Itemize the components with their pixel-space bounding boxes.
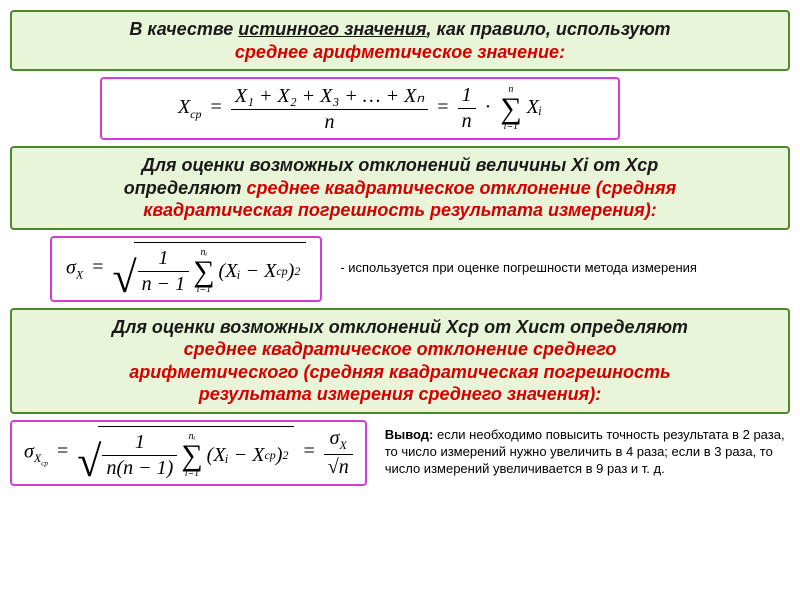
formula-row-stderr: σXср = √ 1n(n − 1) nᵢ∑i=1 (Xᵢ − Xср)2 = …	[10, 420, 790, 486]
formula-row-stddev: σX = √ 1n − 1 nᵢ∑i=1 (Xᵢ − Xср)2 - испол…	[10, 236, 790, 302]
formula-box-stddev: σX = √ 1n − 1 nᵢ∑i=1 (Xᵢ − Xср)2	[50, 236, 322, 302]
definition-text: В качестве истинного значения, как прави…	[24, 18, 776, 63]
note-conclusion: Вывод: если необходимо повысить точность…	[385, 427, 790, 478]
definition-box-mean: В качестве истинного значения, как прави…	[10, 10, 790, 71]
note-heading: Вывод:	[385, 427, 434, 442]
note-stddev: - используется при оценке погрешности ме…	[340, 260, 790, 277]
t-red: среднее арифметическое значение:	[235, 42, 565, 62]
definition-box-stddev: Для оценки возможных отклонений величины…	[10, 146, 790, 230]
formula-stderr: σXср = √ 1n(n − 1) nᵢ∑i=1 (Xᵢ − Xср)2 = …	[24, 426, 353, 480]
formula-box-stderr: σXср = √ 1n(n − 1) nᵢ∑i=1 (Xᵢ − Xср)2 = …	[10, 420, 367, 486]
definition-text: Для оценки возможных отклонений величины…	[24, 154, 776, 222]
formula-mean: Xср = X₁ + X₂ + X₃ + … + Xₙn = 1n · n∑i=…	[112, 83, 608, 134]
formula-stddev: σX = √ 1n − 1 nᵢ∑i=1 (Xᵢ − Xср)2	[66, 242, 306, 296]
definition-box-stderr: Для оценки возможных отклонений Xср от X…	[10, 308, 790, 414]
t-underline: истинного значения	[238, 19, 426, 39]
formula-box-mean: Xср = X₁ + X₂ + X₃ + … + Xₙn = 1n · n∑i=…	[100, 77, 620, 140]
definition-text: Для оценки возможных отклонений Xср от X…	[24, 316, 776, 406]
t: , как правило, используют	[427, 19, 671, 39]
note-body: если необходимо повысить точность резуль…	[385, 427, 785, 476]
t: В качестве	[129, 19, 238, 39]
